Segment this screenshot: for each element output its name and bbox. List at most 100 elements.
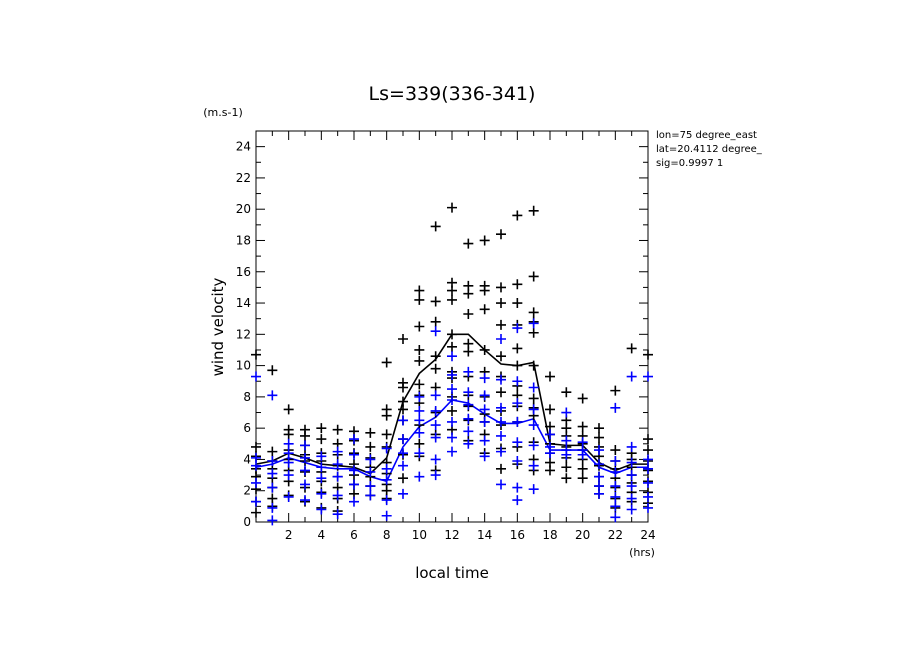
blue-data-point (300, 465, 310, 476)
black-data-point (496, 319, 506, 330)
black-data-point (267, 365, 278, 376)
black-data-point (479, 285, 490, 296)
black-data-point (267, 446, 278, 457)
black-data-point (496, 463, 506, 474)
black-data-point (528, 271, 539, 282)
blue-data-point (251, 477, 261, 488)
x-tick-label: 6 (350, 528, 358, 542)
blue-data-point (463, 366, 474, 377)
blue-data-point (365, 454, 376, 465)
blue-data-point (447, 351, 457, 362)
black-data-point (447, 329, 457, 340)
black-data-point (381, 410, 392, 421)
blue-data-point (430, 420, 441, 431)
blue-data-point (496, 430, 506, 441)
blue-data-point (594, 471, 604, 482)
blue-data-point (463, 426, 474, 437)
blue-data-point (447, 446, 457, 457)
blue-data-point (577, 449, 588, 460)
black-data-point (577, 421, 588, 432)
black-data-point (398, 404, 408, 415)
blue-data-point (267, 456, 278, 467)
black-data-point (463, 346, 474, 357)
black-data-point (643, 445, 653, 456)
blue-data-point (267, 390, 278, 401)
blue-data-point (479, 451, 490, 462)
blue-data-point (610, 466, 621, 477)
axis-ticks: 2 4 6 8 10 12 14 16 18 20 22 2402468101214161820222… (236, 131, 656, 542)
blue-data-point (283, 448, 294, 459)
blue-data-point (316, 451, 327, 462)
blue-data-point (512, 482, 523, 493)
black-data-point (447, 405, 457, 416)
black-data-point (414, 438, 425, 449)
blue-data-point (332, 446, 343, 457)
y-tick-label: 10 (236, 359, 251, 373)
black-data-point (496, 387, 506, 398)
black-data-point (528, 205, 539, 216)
blue-data-point (447, 416, 457, 427)
blue-data-point (528, 404, 539, 415)
black-data-point (545, 404, 555, 415)
black-data-point (512, 298, 523, 309)
chart-title: Ls=339(336-341) (369, 83, 536, 105)
blue-data-point (267, 502, 278, 513)
blue-data-point (463, 387, 474, 398)
blue-data-point (512, 398, 523, 409)
black-data-point (414, 294, 425, 305)
blue-data-point (414, 415, 425, 426)
blue-data-point (512, 416, 523, 427)
blue-data-point (626, 470, 637, 481)
blue-data-point (430, 390, 441, 401)
blue-data-point (349, 434, 359, 445)
black-data-point (577, 463, 588, 474)
blue-data-point (430, 432, 441, 443)
blue-data-point (561, 435, 572, 446)
black-data-point (610, 385, 621, 396)
blue-data-point (610, 512, 621, 523)
x-tick-label: 10 (412, 528, 427, 542)
black-data-point (463, 288, 474, 299)
y-tick-label: 22 (236, 171, 251, 185)
black-data-point (398, 473, 408, 484)
series-layer (251, 202, 653, 526)
y-axis-title: wind velocity (209, 277, 227, 376)
blue-data-point (300, 479, 310, 490)
blue-data-point (479, 390, 490, 401)
blue-data-point (365, 490, 376, 501)
black-data-point (463, 308, 474, 319)
x-axis-title: local time (415, 564, 489, 582)
blue-data-point (643, 502, 653, 513)
blue-data-point (545, 448, 555, 459)
blue-data-point (610, 491, 621, 502)
x-tick-label: 24 (640, 528, 655, 542)
black-data-point (381, 429, 392, 440)
black-data-point (561, 462, 572, 473)
black-data-point (545, 371, 555, 382)
black-data-point (316, 423, 327, 434)
x-tick-label: 20 (575, 528, 590, 542)
black-data-point (414, 285, 425, 296)
blue-data-point (626, 504, 637, 515)
black-data-point (447, 285, 457, 296)
black-data-point (398, 334, 408, 345)
blue-data-point (479, 435, 490, 446)
blue-data-point (398, 460, 408, 471)
black-data-point (430, 363, 441, 374)
blue-data-point (512, 437, 523, 448)
blue-data-point (594, 445, 604, 456)
blue-data-point (610, 456, 621, 467)
black-data-point (365, 427, 376, 438)
blue-data-point (626, 457, 637, 468)
blue-data-point (626, 441, 637, 452)
black-data-point (561, 387, 572, 398)
black-data-point (528, 360, 539, 371)
blue-data-point (381, 463, 392, 474)
y-tick-label: 14 (236, 296, 251, 310)
blue-data-point (643, 491, 653, 502)
blue-data-point (626, 481, 637, 492)
blue-data-point (414, 448, 425, 459)
black-data-point (430, 351, 441, 362)
blue-data-point (381, 510, 392, 521)
black-data-point (512, 343, 523, 354)
